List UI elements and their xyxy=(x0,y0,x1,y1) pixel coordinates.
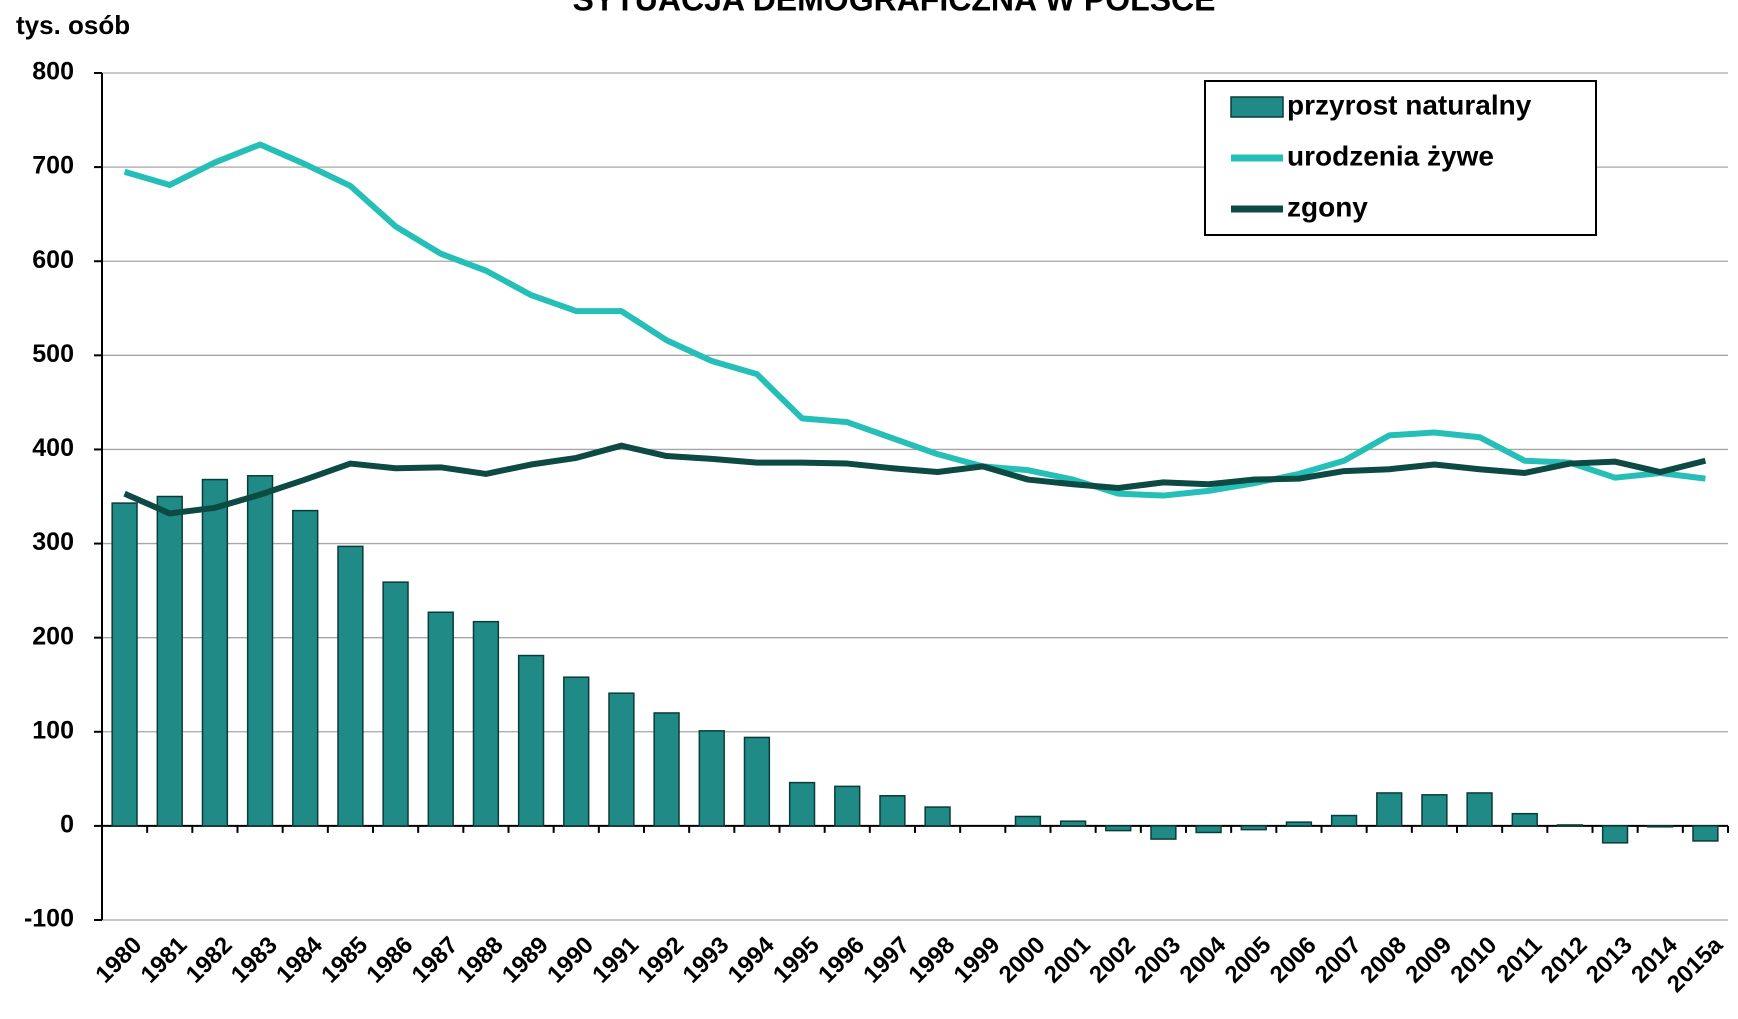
bar xyxy=(563,676,590,827)
x-tick-label: 1986 xyxy=(361,932,418,989)
bar xyxy=(1014,815,1042,827)
x-tick-label: 1994 xyxy=(723,931,780,988)
bar xyxy=(1150,825,1177,840)
y-tick-label: 300 xyxy=(32,528,74,556)
x-tick-label: 2006 xyxy=(1265,932,1322,989)
bar xyxy=(1376,792,1403,827)
y-tick-label: -100 xyxy=(24,905,74,933)
line xyxy=(123,141,1706,499)
x-tick-label: 2004 xyxy=(1174,931,1231,988)
chart-title: SYTUACJA DEMOGRAFICZNA W POLSCE xyxy=(573,0,1216,17)
x-tick-label: 1984 xyxy=(271,931,328,988)
x-tick-label: 2013 xyxy=(1581,932,1638,989)
legend: przyrost naturalny urodzenia żywe zgony xyxy=(1204,80,1597,236)
bar xyxy=(1059,820,1087,827)
legend-label: przyrost naturalny xyxy=(1287,89,1532,120)
bar xyxy=(788,781,816,827)
bar xyxy=(879,795,906,827)
x-tick-label: 2010 xyxy=(1445,932,1502,989)
bar xyxy=(1330,814,1358,827)
y-tick-label: 0 xyxy=(60,810,74,838)
x-tick-label: 1998 xyxy=(903,932,960,989)
y-tick-label: 100 xyxy=(32,716,74,744)
y-tick-label: 400 xyxy=(32,434,74,462)
bar xyxy=(1601,825,1629,844)
bar xyxy=(1556,824,1584,827)
line xyxy=(123,442,1707,517)
x-tick-label: 1980 xyxy=(90,932,147,989)
bar xyxy=(698,730,725,827)
x-tick-label: 1987 xyxy=(407,932,464,989)
x-tick-label: 2011 xyxy=(1492,932,1548,988)
x-tick-label: 2003 xyxy=(1129,932,1186,989)
x-tick-label: 1992 xyxy=(632,932,689,989)
bar xyxy=(743,736,771,827)
bar xyxy=(201,478,229,827)
x-tick-label: 2009 xyxy=(1400,932,1457,989)
y-tick-label: 200 xyxy=(32,622,74,650)
bar xyxy=(111,502,138,827)
x-tick-label: 1981 xyxy=(136,932,193,989)
bar xyxy=(382,581,409,827)
bar xyxy=(1105,825,1132,832)
bar xyxy=(1285,821,1313,827)
y-tick-label: 700 xyxy=(32,152,74,180)
bar xyxy=(1692,825,1719,842)
x-tick-label: 2002 xyxy=(1084,932,1141,989)
x-tick-label: 1996 xyxy=(813,932,870,989)
bar xyxy=(1511,812,1538,827)
y-tick-label: 800 xyxy=(32,58,74,86)
bar xyxy=(246,475,274,827)
x-tick-label: 2000 xyxy=(994,932,1051,989)
x-tick-label: 2001 xyxy=(1039,932,1096,989)
bar xyxy=(517,654,545,827)
bar xyxy=(653,712,680,827)
bar xyxy=(1240,825,1267,831)
legend-label: zgony xyxy=(1287,191,1368,222)
x-tick-label: 1995 xyxy=(768,932,825,989)
x-tick-label: 1993 xyxy=(678,932,735,989)
x-tick-label: 2007 xyxy=(1310,932,1367,989)
bar xyxy=(1421,794,1448,827)
y-tick-label: 500 xyxy=(32,340,74,368)
x-tick-label: 1985 xyxy=(316,932,373,989)
x-tick-label: 1989 xyxy=(497,932,554,989)
bar xyxy=(608,692,635,827)
bar xyxy=(472,620,500,827)
x-tick-label: 1983 xyxy=(226,932,283,989)
x-tick-label: 1999 xyxy=(949,932,1006,989)
x-tick-label: 2008 xyxy=(1355,932,1412,989)
legend-swatch xyxy=(1230,96,1284,118)
y-axis-label: tys. osób xyxy=(16,10,130,40)
bar xyxy=(292,509,319,827)
legend-label: urodzenia żywe xyxy=(1287,140,1494,171)
x-tick-label: 1982 xyxy=(181,932,238,989)
x-tick-label: 1990 xyxy=(542,932,599,989)
x-tick-label: 2005 xyxy=(1220,932,1277,989)
x-tick-label: 1997 xyxy=(858,932,915,989)
bar xyxy=(924,806,951,827)
x-tick-label: 1991 xyxy=(587,932,644,989)
y-tick-label: 600 xyxy=(32,246,74,274)
bar xyxy=(1195,825,1222,834)
bar xyxy=(156,495,183,827)
bar xyxy=(337,545,364,827)
x-tick-label: 2012 xyxy=(1536,932,1593,989)
bar xyxy=(427,611,454,827)
bar xyxy=(834,785,861,827)
x-tick-label: 1988 xyxy=(452,932,509,989)
bar xyxy=(1647,825,1674,828)
bar xyxy=(1466,792,1493,827)
